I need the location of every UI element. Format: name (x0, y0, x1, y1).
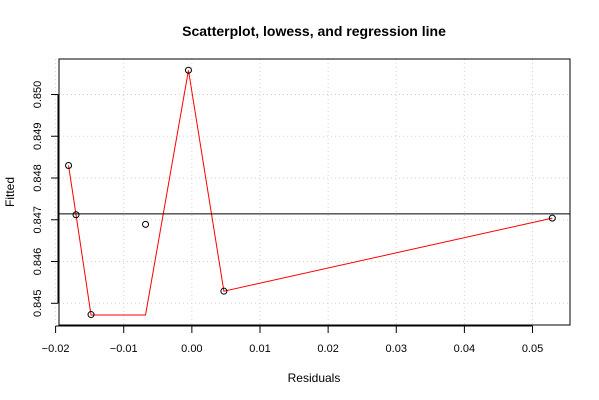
data-point (184, 66, 192, 74)
data-point (142, 220, 150, 228)
x-tick-label: 0.02 (317, 343, 338, 355)
y-tick-label: 0.846 (32, 248, 44, 276)
lowess-line (68, 70, 553, 316)
y-tick-label: 0.848 (32, 164, 44, 192)
y-tick-label: 0.847 (32, 206, 44, 234)
data-point (548, 214, 556, 222)
data-point (65, 161, 73, 169)
data-point (87, 311, 95, 319)
points-layer (65, 66, 556, 319)
chart-title: Scatterplot, lowess, and regression line (182, 23, 446, 39)
y-axis-label: Fitted (3, 177, 17, 207)
y-tick-label: 0.850 (32, 81, 44, 109)
lowess-layer (68, 70, 553, 316)
x-tick-label: 0.00 (181, 343, 202, 355)
y-tick-label: 0.849 (32, 122, 44, 150)
x-tick-label: −0.01 (110, 343, 138, 355)
y-tick-label: 0.845 (32, 290, 44, 318)
x-axis: −0.02 −0.01 0.00 0.01 0.02 0.03 0.04 0.05 (42, 325, 543, 355)
grid (55, 59, 570, 325)
y-axis: 0.845 0.846 0.847 0.848 0.849 0.850 (32, 81, 59, 318)
x-tick-label: 0.04 (454, 343, 475, 355)
x-tick-label: −0.02 (42, 343, 70, 355)
plot-box (58, 58, 571, 326)
x-tick-label: 0.01 (249, 343, 270, 355)
data-point (220, 287, 228, 295)
x-tick-label: 0.03 (386, 343, 407, 355)
x-tick-label: 0.05 (522, 343, 543, 355)
x-axis-label: Residuals (288, 371, 341, 385)
data-point (72, 211, 80, 219)
